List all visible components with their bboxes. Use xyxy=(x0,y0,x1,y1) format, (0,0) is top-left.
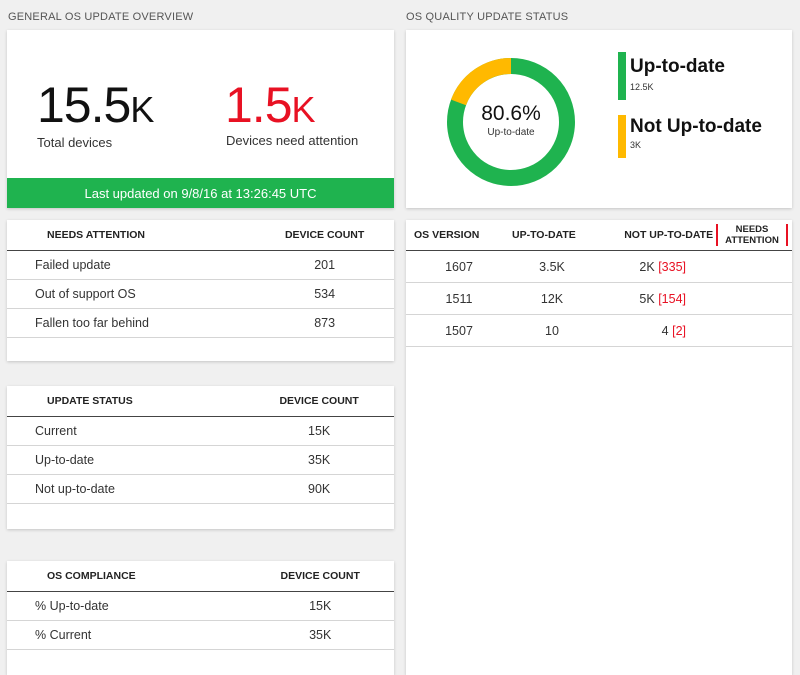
table-row[interactable]: % Up-to-date 15K xyxy=(7,591,394,621)
row-label: % Up-to-date xyxy=(7,591,247,621)
col-header-needs-attention[interactable]: NEEDS ATTENTION xyxy=(716,224,788,246)
needs-attention-count: [335] xyxy=(658,259,686,274)
table-row[interactable]: Not up-to-date 90K xyxy=(7,474,394,504)
col-header-not-up-to-date[interactable]: NOT UP-TO-DATE NEEDS ATTENTION xyxy=(592,220,792,251)
table-row[interactable]: 1511 12K 5K [154] xyxy=(406,282,792,315)
table-row[interactable]: Failed update 201 xyxy=(7,250,394,280)
col-header-needs-attention[interactable]: NEEDS ATTENTION xyxy=(7,220,256,251)
legend-notuptodate-count: 3K xyxy=(630,140,642,150)
row-count: 90K xyxy=(244,474,394,504)
table-row[interactable]: Fallen too far behind 873 xyxy=(7,308,394,338)
needs-attention-count: [154] xyxy=(658,291,686,306)
not-up-to-date-cell: 2K [335] xyxy=(592,250,792,283)
row-count: 873 xyxy=(255,308,394,338)
update-status-card: UPDATE STATUS DEVICE COUNT Current 15K Up… xyxy=(7,386,394,529)
table-row[interactable]: Out of support OS 534 xyxy=(7,279,394,309)
legend-notuptodate-swatch xyxy=(618,115,626,158)
up-to-date-cell: 12K xyxy=(504,282,592,315)
table-row[interactable]: 1607 3.5K 2K [335] xyxy=(406,250,792,283)
up-to-date-cell: 10 xyxy=(504,314,592,347)
legend-uptodate-count: 12.5K xyxy=(630,82,654,92)
row-count: 15K xyxy=(246,591,394,621)
row-label: Fallen too far behind xyxy=(7,308,256,338)
quality-section-title: OS QUALITY UPDATE STATUS xyxy=(406,11,569,23)
os-compliance-table: OS COMPLIANCE DEVICE COUNT % Up-to-date 1… xyxy=(7,561,394,650)
donut-notuptodate-segment xyxy=(447,58,575,186)
donut-chart xyxy=(447,58,575,186)
col-header-device-count[interactable]: DEVICE COUNT xyxy=(244,386,394,417)
col-header-device-count[interactable]: DEVICE COUNT xyxy=(255,220,394,251)
donut-percent: 80.6% xyxy=(481,102,541,125)
not-up-to-date-cell: 5K [154] xyxy=(592,282,792,315)
row-count: 201 xyxy=(255,250,394,280)
update-status-table: UPDATE STATUS DEVICE COUNT Current 15K Up… xyxy=(7,386,394,504)
row-label: % Current xyxy=(7,620,247,650)
row-label: Failed update xyxy=(7,250,256,280)
col-header-update-status[interactable]: UPDATE STATUS xyxy=(7,386,245,417)
total-devices-value: 15.5K xyxy=(37,77,154,133)
row-label: Not up-to-date xyxy=(7,474,245,504)
row-count: 35K xyxy=(246,620,394,650)
up-to-date-cell: 3.5K xyxy=(504,250,592,283)
table-row[interactable]: % Current 35K xyxy=(7,620,394,650)
row-label: Up-to-date xyxy=(7,445,245,475)
col-header-os-version[interactable]: OS VERSION xyxy=(406,220,504,251)
total-devices-label: Total devices xyxy=(37,135,113,150)
needs-attention-count: [2] xyxy=(672,323,686,338)
os-version-cell: 1511 xyxy=(406,282,504,315)
row-count: 534 xyxy=(255,279,394,309)
legend-notuptodate-label: Not Up-to-date xyxy=(630,116,762,137)
not-up-to-date-cell: 4 [2] xyxy=(592,314,792,347)
overview-section-title: GENERAL OS UPDATE OVERVIEW xyxy=(8,11,194,23)
row-label: Out of support OS xyxy=(7,279,256,309)
col-header-up-to-date[interactable]: UP-TO-DATE xyxy=(504,220,592,251)
table-row[interactable]: Up-to-date 35K xyxy=(7,445,394,475)
row-count: 35K xyxy=(244,445,394,475)
row-count: 15K xyxy=(244,416,394,446)
last-updated-bar: Last updated on 9/8/16 at 13:26:45 UTC xyxy=(7,178,394,208)
os-version-cell: 1607 xyxy=(406,250,504,283)
col-header-device-count[interactable]: DEVICE COUNT xyxy=(246,561,394,592)
legend-uptodate-swatch xyxy=(618,52,626,100)
donut-percent-label: Up-to-date xyxy=(487,127,535,138)
table-row[interactable]: Current 15K xyxy=(7,416,394,446)
os-version-table: OS VERSION UP-TO-DATE NOT UP-TO-DATE NEE… xyxy=(406,220,792,347)
os-compliance-card: OS COMPLIANCE DEVICE COUNT % Up-to-date 1… xyxy=(7,561,394,675)
os-version-card: OS VERSION UP-TO-DATE NOT UP-TO-DATE NEE… xyxy=(406,220,792,675)
attention-label: Devices need attention xyxy=(226,133,359,148)
row-label: Current xyxy=(7,416,245,446)
needs-attention-card: NEEDS ATTENTION DEVICE COUNT Failed upda… xyxy=(7,220,394,361)
needs-attention-table: NEEDS ATTENTION DEVICE COUNT Failed upda… xyxy=(7,220,394,338)
table-row[interactable]: 1507 10 4 [2] xyxy=(406,314,792,347)
overview-card: 15.5K Total devices 1.5K Devices need at… xyxy=(7,30,394,208)
quality-card: 80.6% Up-to-date Up-to-date 12.5K Not Up… xyxy=(406,30,792,208)
col-header-os-compliance[interactable]: OS COMPLIANCE xyxy=(7,561,247,592)
legend-uptodate-label: Up-to-date xyxy=(630,56,725,77)
os-version-cell: 1507 xyxy=(406,314,504,347)
attention-value: 1.5K xyxy=(225,77,316,133)
